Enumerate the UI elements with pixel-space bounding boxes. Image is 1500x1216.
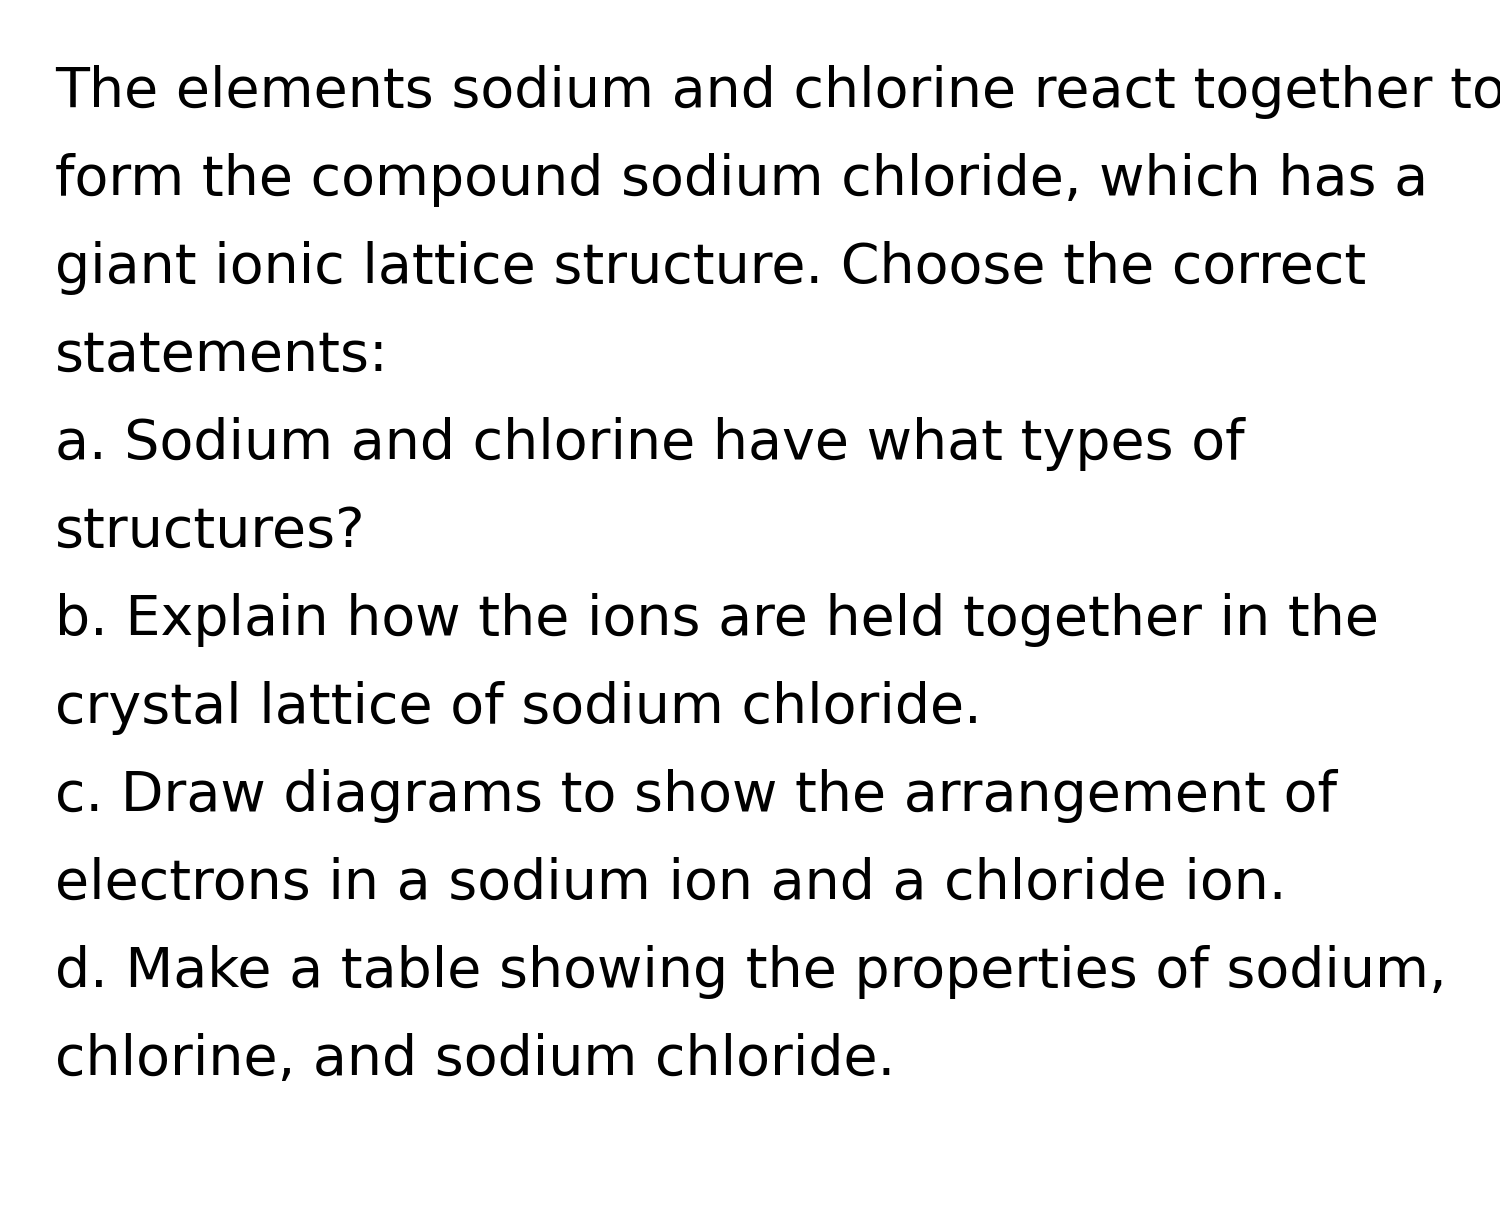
Text: structures?: structures? (56, 505, 366, 559)
Text: electrons in a sodium ion and a chloride ion.: electrons in a sodium ion and a chloride… (56, 857, 1287, 911)
Text: chlorine, and sodium chloride.: chlorine, and sodium chloride. (56, 1034, 895, 1087)
Text: c. Draw diagrams to show the arrangement of: c. Draw diagrams to show the arrangement… (56, 769, 1336, 823)
Text: giant ionic lattice structure. Choose the correct: giant ionic lattice structure. Choose th… (56, 241, 1366, 295)
Text: b. Explain how the ions are held together in the: b. Explain how the ions are held togethe… (56, 593, 1378, 647)
Text: d. Make a table showing the properties of sodium,: d. Make a table showing the properties o… (56, 945, 1446, 1000)
Text: a. Sodium and chlorine have what types of: a. Sodium and chlorine have what types o… (56, 417, 1245, 471)
Text: The elements sodium and chlorine react together to: The elements sodium and chlorine react t… (56, 64, 1500, 119)
Text: form the compound sodium chloride, which has a: form the compound sodium chloride, which… (56, 153, 1428, 207)
Text: crystal lattice of sodium chloride.: crystal lattice of sodium chloride. (56, 681, 981, 734)
Text: statements:: statements: (56, 330, 388, 383)
